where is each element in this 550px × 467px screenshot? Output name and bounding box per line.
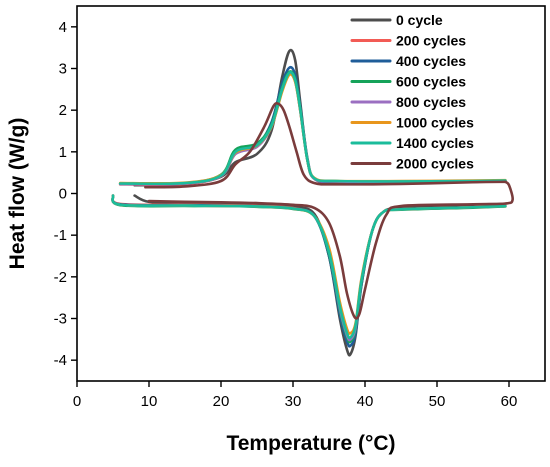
ticks-layer: 0 10 20 30 40 50 60 -4 -3 -2 -1 0 1 2 3 4 [54, 19, 518, 410]
y-tick-label: 3 [59, 61, 67, 78]
series-2000-cycles-heating-line [147, 180, 514, 320]
series-1400-cycles-heating-line [111, 194, 507, 340]
x-tick-label: 40 [357, 393, 374, 410]
series-2000-cycles-cooling-line [144, 101, 507, 189]
y-tick-label: 0 [59, 186, 67, 203]
y-tick-label: 2 [59, 102, 67, 119]
legend-label: 0 cycle [396, 12, 443, 28]
series-layer [111, 48, 514, 357]
x-tick-label: 10 [141, 393, 158, 410]
y-tick-label: -3 [54, 311, 67, 328]
x-tick-label: 60 [501, 393, 518, 410]
legend-label: 1400 cycles [396, 135, 474, 151]
x-tick-label: 50 [429, 393, 446, 410]
legend-label: 1000 cycles [396, 115, 474, 131]
y-tick-label: -4 [54, 352, 67, 369]
x-tick-label: 0 [73, 393, 81, 410]
legend-label: 600 cycles [396, 74, 466, 90]
y-tick-label: 4 [59, 19, 67, 36]
x-tick-label: 20 [213, 393, 230, 410]
y-axis-title: Heat flow (W/g) [6, 118, 29, 270]
legend: 0 cycle 200 cycles 400 cycles 600 cycles 800… [350, 12, 474, 172]
y-tick-label: 1 [59, 144, 67, 161]
legend-label: 400 cycles [396, 53, 466, 69]
y-tick-label: -1 [54, 227, 67, 244]
legend-label: 800 cycles [396, 94, 466, 110]
y-tick-label: -2 [54, 269, 67, 286]
legend-label: 200 cycles [396, 33, 466, 49]
x-axis-title: Temperature (°C) [226, 432, 395, 455]
legend-label: 2000 cycles [396, 156, 474, 172]
x-tick-label: 30 [285, 393, 302, 410]
series-1400-cycles-cooling-line [118, 71, 507, 186]
